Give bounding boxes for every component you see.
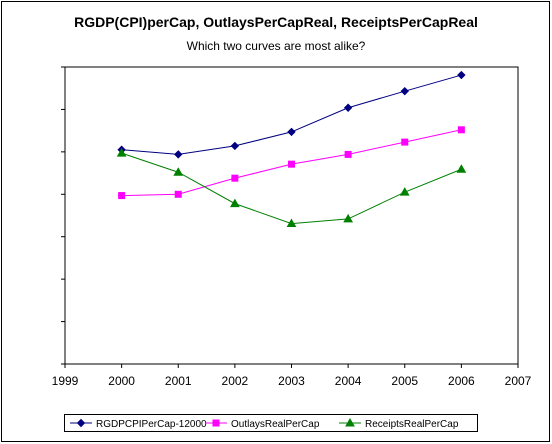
data-point [230, 141, 240, 151]
data-point [231, 174, 239, 182]
series-3 [116, 148, 467, 228]
chart-subtitle: Which two curves are most alike? [186, 39, 366, 53]
data-point [399, 187, 410, 196]
x-axis: 1999 2000 2001 2002 2003 2004 2005 2006 2007 [52, 364, 532, 388]
data-point [287, 127, 296, 137]
legend [64, 414, 478, 432]
data-point [173, 167, 184, 176]
data-point [344, 150, 352, 158]
x-tick-label: 2005 [391, 374, 418, 388]
data-point [343, 213, 353, 223]
x-tick-label: 2006 [448, 374, 475, 388]
data-point [118, 192, 126, 200]
data-point [456, 164, 467, 173]
data-point [401, 138, 409, 146]
data-point [343, 103, 353, 112]
x-tick-label: 2000 [108, 374, 135, 388]
x-tick-label: 2002 [222, 374, 249, 388]
y-axis [61, 66, 65, 365]
x-tick-label: 2007 [505, 374, 532, 388]
x-tick-label: 2001 [165, 374, 192, 388]
data-point [286, 218, 297, 228]
series-1 [117, 70, 466, 159]
data-point [288, 160, 295, 168]
data-point [174, 150, 183, 159]
data-point [457, 70, 466, 80]
data-point [457, 126, 465, 134]
plot-area [64, 66, 519, 365]
data-point [230, 198, 240, 208]
chart-title: RGDP(CPI)perCap, OutlaysPerCapReal, Rece… [74, 14, 478, 30]
x-tick-label: 2003 [278, 374, 305, 388]
x-tick-label: 1999 [52, 374, 79, 388]
data-point [174, 190, 182, 198]
data-point [400, 86, 409, 96]
series-layer [116, 70, 467, 228]
series-2 [118, 126, 465, 200]
x-tick-label: 2004 [335, 374, 362, 388]
data-point [116, 148, 127, 157]
